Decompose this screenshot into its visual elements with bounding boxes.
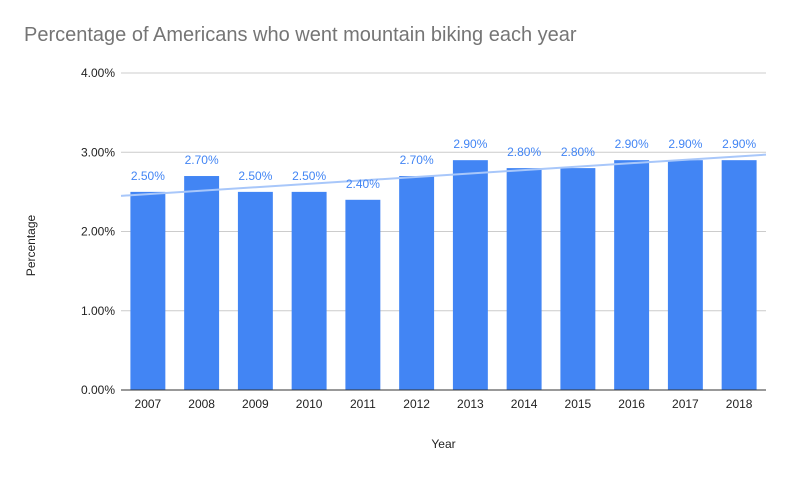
bar (506, 168, 542, 390)
bar (345, 199, 381, 390)
axes: 0.00% 1.00% 2.00% 3.00% 4.00% 2007 2008 2009 201… (81, 66, 766, 411)
bar (452, 160, 488, 390)
x-tick-label: 2009 (242, 397, 269, 411)
data-label: 2.50% (131, 169, 165, 183)
data-label: 2.50% (238, 169, 272, 183)
chart-title: Percentage of Americans who went mountai… (24, 24, 577, 46)
data-label: 2.80% (507, 145, 541, 159)
x-tick-label: 2007 (135, 397, 162, 411)
x-tick-label: 2011 (350, 397, 376, 411)
bar (614, 160, 650, 390)
data-label: 2.90% (668, 137, 702, 151)
data-labels: 2.50% 2.70% 2.50% 2.50% 2.40% 2.70% 2.90% 2.80%… (131, 137, 757, 191)
y-tick-label: 4.00% (81, 66, 115, 80)
bar (667, 160, 703, 390)
data-label: 2.50% (292, 169, 326, 183)
bar (237, 191, 273, 390)
data-label: 2.70% (400, 153, 434, 167)
gridlines (121, 72, 766, 312)
bar (291, 191, 327, 390)
x-tick-label: 2014 (511, 397, 538, 411)
data-label: 2.70% (185, 153, 219, 167)
bar (130, 191, 166, 390)
data-label: 2.80% (561, 145, 595, 159)
bar (721, 160, 757, 390)
data-label: 2.90% (722, 137, 756, 151)
x-tick-label: 2017 (672, 397, 699, 411)
bar (184, 176, 220, 390)
x-tick-label: 2008 (188, 397, 215, 411)
data-label: 2.40% (346, 177, 380, 191)
y-tick-label: 3.00% (81, 145, 115, 159)
y-tick-label: 1.00% (81, 304, 115, 318)
x-tick-label: 2016 (618, 397, 645, 411)
x-axis-title: Year (431, 437, 455, 451)
bars (130, 160, 757, 390)
data-label: 2.90% (453, 137, 487, 151)
bar (399, 176, 435, 390)
trendline (120, 153, 767, 197)
x-tick-label: 2018 (726, 397, 753, 411)
y-tick-label: 0.00% (81, 383, 115, 397)
y-axis-title: Percentage (24, 214, 38, 276)
data-label: 2.90% (615, 137, 649, 151)
y-tick-label: 2.00% (81, 225, 115, 239)
bar (560, 168, 596, 390)
x-tick-label: 2012 (403, 397, 430, 411)
x-tick-label: 2015 (565, 397, 592, 411)
trendline-layer (120, 153, 767, 197)
x-tick-label: 2010 (296, 397, 323, 411)
x-tick-label: 2013 (457, 397, 484, 411)
